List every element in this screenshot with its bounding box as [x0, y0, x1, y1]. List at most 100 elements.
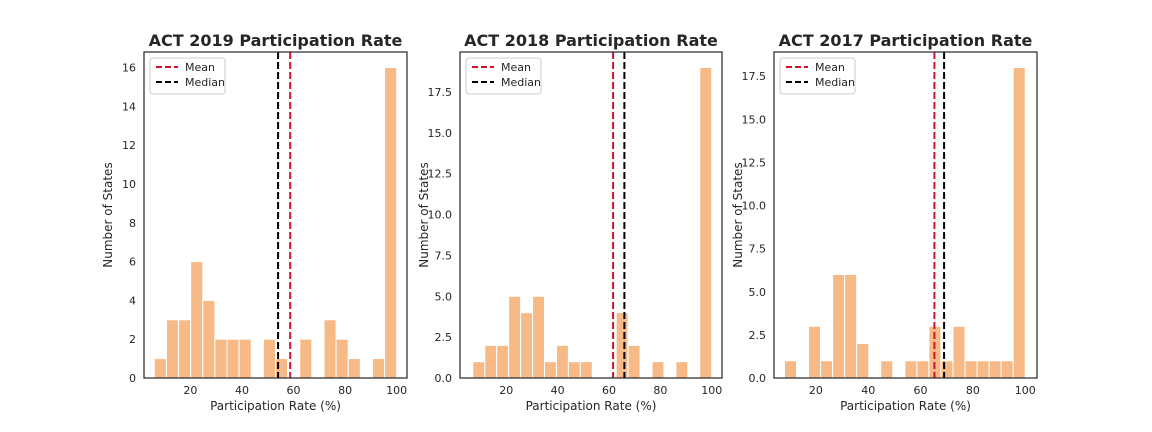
x-tick-label: 60 — [287, 384, 301, 397]
histogram-bar — [615, 312, 629, 379]
histogram-bar — [238, 338, 252, 379]
histogram-bar — [323, 319, 337, 379]
x-axis-label: Participation Rate (%) — [526, 399, 657, 413]
legend-label-median: Median — [185, 76, 225, 89]
axes-frame — [143, 51, 408, 379]
chart-panel-2018: ACT 2018 Participation Rate 20 40 60 80 100 0.… — [417, 31, 723, 413]
histogram-bar — [520, 312, 534, 379]
y-tick-label: 12.5 — [428, 168, 453, 181]
histogram-bar — [544, 361, 557, 379]
y-tick-label: 2.5 — [435, 331, 453, 344]
histogram-bar — [214, 338, 228, 379]
x-axis-label: Participation Rate (%) — [210, 399, 341, 413]
x-tick-label: 100 — [386, 384, 407, 397]
y-tick-label: 0.0 — [749, 372, 767, 385]
y-tick-label: 10.0 — [428, 209, 453, 222]
legend-label-median: Median — [501, 76, 541, 89]
histogram-bar — [952, 325, 966, 379]
x-tick-label: 80 — [653, 384, 667, 397]
x-tick-label: 20 — [809, 384, 823, 397]
histogram-bar — [532, 295, 546, 379]
histogram-bar — [347, 358, 361, 379]
x-tick-label: 40 — [551, 384, 565, 397]
y-tick-label: 6 — [129, 256, 136, 269]
axes-frame — [459, 51, 723, 379]
y-tick-label: 5.0 — [749, 286, 767, 299]
x-tick-label: 100 — [1015, 384, 1036, 397]
legend-label-median: Median — [815, 76, 855, 89]
histogram-bar — [567, 361, 581, 379]
x-tick-label: 60 — [914, 384, 928, 397]
x-tick-label: 40 — [235, 384, 249, 397]
histogram-bar — [178, 319, 192, 379]
histogram-bar — [299, 338, 313, 379]
x-tick-label: 20 — [499, 384, 513, 397]
histogram-bar — [384, 67, 398, 379]
y-tick-label: 4 — [129, 294, 136, 307]
x-tick-label: 40 — [861, 384, 875, 397]
histogram-bar — [472, 361, 486, 379]
histogram-bar — [627, 344, 641, 379]
y-tick-label: 2 — [129, 333, 136, 346]
histogram-bar — [262, 338, 277, 379]
x-tick-label: 80 — [966, 384, 980, 397]
histogram-bar — [226, 338, 240, 379]
y-tick-label: 10 — [122, 178, 136, 191]
x-tick-label: 20 — [183, 384, 197, 397]
axes-frame — [773, 51, 1038, 379]
histogram-bar — [844, 274, 858, 379]
histogram-bar — [579, 361, 593, 379]
y-tick-label: 8 — [129, 217, 136, 230]
y-tick-label: 17.5 — [428, 86, 453, 99]
y-tick-label: 15.0 — [428, 127, 453, 140]
histogram-bar — [190, 261, 204, 379]
histogram-bar — [820, 360, 834, 379]
y-tick-label: 7.5 — [435, 249, 453, 262]
x-tick-label: 80 — [338, 384, 352, 397]
histogram-bar — [651, 361, 665, 379]
y-tick-label: 14 — [122, 100, 136, 113]
histogram-bar — [508, 295, 522, 379]
y-tick-label: 15.0 — [742, 113, 767, 126]
histogram-bar — [783, 360, 798, 379]
y-tick-label: 7.5 — [749, 243, 767, 256]
histogram-bar — [916, 360, 930, 379]
histogram-bar — [335, 338, 349, 379]
chart-panel-2017: ACT 2017 Participation Rate 20 40 60 80 100 0.… — [731, 31, 1038, 413]
x-tick-label: 60 — [602, 384, 616, 397]
histogram-bar — [153, 358, 167, 379]
histogram-bar — [202, 299, 216, 379]
histogram-bar — [165, 319, 180, 379]
legend-label-mean: Mean — [185, 61, 215, 74]
legend: Mean Median — [465, 57, 542, 95]
histogram-bar — [484, 344, 498, 379]
histogram-bar — [496, 344, 510, 379]
y-axis-label: Number of States — [731, 162, 745, 267]
y-tick-label: 16 — [122, 62, 136, 75]
chart-title: ACT 2019 Participation Rate — [149, 31, 403, 50]
y-tick-label: 2.5 — [749, 329, 767, 342]
histogram-bar — [856, 343, 870, 379]
y-tick-label: 10.0 — [742, 200, 767, 213]
legend: Mean Median — [149, 57, 226, 95]
y-tick-label: 12.5 — [742, 156, 767, 169]
legend: Mean Median — [779, 57, 856, 95]
y-tick-label: 17.5 — [742, 70, 767, 83]
y-tick-label: 0 — [129, 372, 136, 385]
histogram-bar — [808, 325, 822, 379]
histogram-bar — [1000, 360, 1014, 379]
histogram-bar — [964, 360, 978, 379]
chart-panel-2019: ACT 2019 Participation Rate 20 40 60 80 100 0 2… — [101, 31, 408, 413]
legend-label-mean: Mean — [815, 61, 845, 74]
histogram-bar — [371, 358, 386, 379]
y-tick-label: 0.0 — [435, 372, 453, 385]
y-axis-label: Number of States — [101, 162, 115, 267]
y-tick-label: 12 — [122, 139, 136, 152]
histogram-bar — [675, 361, 689, 379]
x-tick-label: 100 — [701, 384, 722, 397]
histogram-bar — [880, 360, 894, 379]
y-tick-label: 5.0 — [435, 290, 453, 303]
histogram-bar — [1012, 67, 1026, 379]
chart-title: ACT 2017 Participation Rate — [779, 31, 1033, 50]
